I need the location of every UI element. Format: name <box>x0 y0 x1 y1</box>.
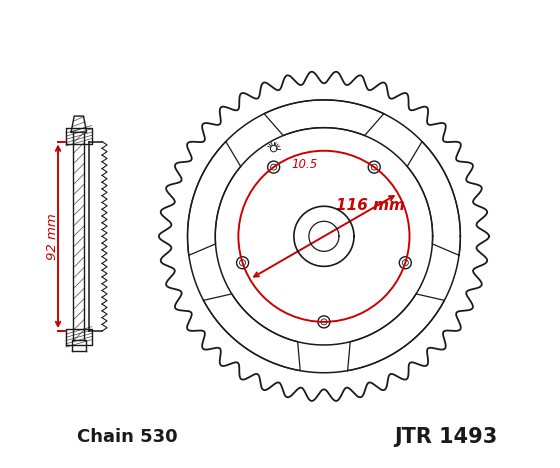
Circle shape <box>368 161 380 173</box>
Text: 116 mm: 116 mm <box>336 198 405 213</box>
Polygon shape <box>188 141 241 256</box>
Polygon shape <box>71 116 87 132</box>
Polygon shape <box>348 294 445 371</box>
Polygon shape <box>66 128 92 144</box>
Circle shape <box>399 257 411 269</box>
Polygon shape <box>90 141 102 331</box>
Text: 10.5: 10.5 <box>291 158 318 171</box>
Polygon shape <box>72 340 86 351</box>
Circle shape <box>318 316 330 328</box>
Polygon shape <box>73 132 85 340</box>
Polygon shape <box>66 329 92 345</box>
Polygon shape <box>264 100 384 136</box>
Polygon shape <box>159 72 489 401</box>
Text: Chain 530: Chain 530 <box>77 429 177 446</box>
Polygon shape <box>203 294 300 371</box>
Circle shape <box>236 257 249 269</box>
Text: 92 mm: 92 mm <box>46 213 59 260</box>
Circle shape <box>268 161 279 173</box>
Text: JTR 1493: JTR 1493 <box>394 427 497 447</box>
Polygon shape <box>407 141 460 256</box>
